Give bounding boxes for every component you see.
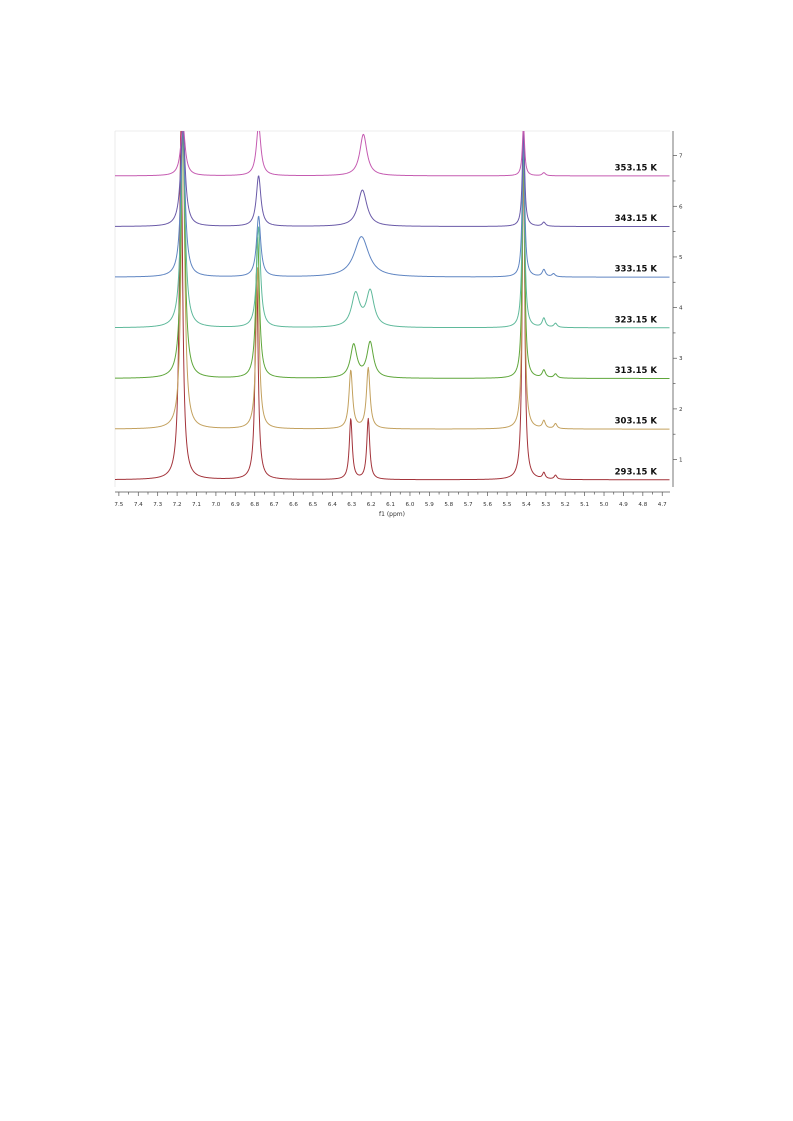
plot-area: 293.15 K 303.15 K 313.15 K 323.15 K 333.15 K… bbox=[114, 130, 670, 487]
temperature-label: 353.15 K bbox=[615, 163, 658, 173]
x-tick-label: 6.0 bbox=[406, 502, 415, 508]
x-tick-label: 5.2 bbox=[561, 502, 570, 508]
x-axis-label: f1 (ppm) bbox=[379, 511, 405, 518]
temperature-label: 333.15 K bbox=[615, 265, 658, 275]
x-tick-label: 7.1 bbox=[192, 502, 201, 508]
spectrum-trace bbox=[115, 131, 670, 228]
x-tick-label: 5.7 bbox=[464, 502, 473, 508]
x-tick-label: 6.1 bbox=[386, 502, 395, 508]
x-tick-label: 6.8 bbox=[250, 502, 259, 508]
y-axis: 1 2 3 4 5 6 7 bbox=[672, 131, 683, 487]
x-tick-label: 5.8 bbox=[444, 502, 453, 508]
x-tick-label: 6.6 bbox=[289, 502, 298, 508]
x-tick-label: 6.9 bbox=[231, 502, 240, 508]
x-tick-label: 7.0 bbox=[211, 502, 220, 508]
temperature-label: 313.15 K bbox=[615, 366, 658, 376]
x-tick-label: 6.4 bbox=[328, 502, 337, 508]
spectrum-trace bbox=[115, 131, 670, 278]
x-tick-label: 5.9 bbox=[425, 502, 434, 508]
x-tick-label: 7.5 bbox=[114, 502, 123, 508]
x-tick-label: 5.5 bbox=[503, 502, 512, 508]
x-tick-label: 5.6 bbox=[483, 502, 492, 508]
y-tick-label: 3 bbox=[679, 356, 683, 362]
spectrum-trace bbox=[115, 131, 670, 329]
spectrum-trace bbox=[115, 131, 670, 379]
trace-labels: 293.15 K 303.15 K 313.15 K 323.15 K 333.15 K… bbox=[615, 163, 658, 477]
x-tick-label: 5.0 bbox=[600, 502, 609, 508]
x-tick-label: 4.7 bbox=[658, 502, 667, 508]
x-tick-label: 5.1 bbox=[580, 502, 589, 508]
x-tick-label: 4.9 bbox=[619, 502, 628, 508]
y-tick-label: 2 bbox=[679, 407, 683, 413]
y-tick-label: 4 bbox=[679, 306, 683, 312]
temperature-label: 303.15 K bbox=[615, 417, 658, 427]
y-tick-label: 6 bbox=[679, 204, 683, 210]
x-tick-label: 7.2 bbox=[173, 502, 182, 508]
temperature-label: 343.15 K bbox=[615, 214, 658, 224]
x-axis: 7.5 7.4 7.3 7.2 7.1 7.0 6.9 6.8 6.7 6.6 6.5 6.4 6.3 6… bbox=[114, 491, 670, 518]
y-tick-label: 7 bbox=[679, 154, 683, 160]
y-axis-ticks: 1 2 3 4 5 6 7 bbox=[673, 154, 683, 464]
y-tick-label: 5 bbox=[679, 255, 683, 261]
temperature-label: 293.15 K bbox=[615, 467, 658, 477]
spectrum-trace bbox=[115, 131, 670, 430]
x-tick-label: 6.3 bbox=[347, 502, 356, 508]
x-axis-ticks: 7.5 7.4 7.3 7.2 7.1 7.0 6.9 6.8 6.7 6.6 6.5 6.4 6.3 6… bbox=[114, 492, 667, 508]
x-tick-label: 6.7 bbox=[270, 502, 279, 508]
temperature-label: 323.15 K bbox=[615, 315, 658, 325]
x-tick-label: 6.2 bbox=[367, 502, 376, 508]
x-tick-label: 6.5 bbox=[308, 502, 317, 508]
spectrum-trace bbox=[115, 131, 670, 481]
x-tick-label: 5.4 bbox=[522, 502, 531, 508]
spectrum-trace bbox=[115, 131, 670, 177]
x-tick-label: 7.3 bbox=[153, 502, 162, 508]
x-tick-label: 5.3 bbox=[541, 502, 550, 508]
x-tick-label: 4.8 bbox=[638, 502, 647, 508]
spectra-traces bbox=[115, 131, 670, 481]
y-tick-label: 1 bbox=[679, 458, 683, 464]
x-tick-label: 7.4 bbox=[134, 502, 143, 508]
